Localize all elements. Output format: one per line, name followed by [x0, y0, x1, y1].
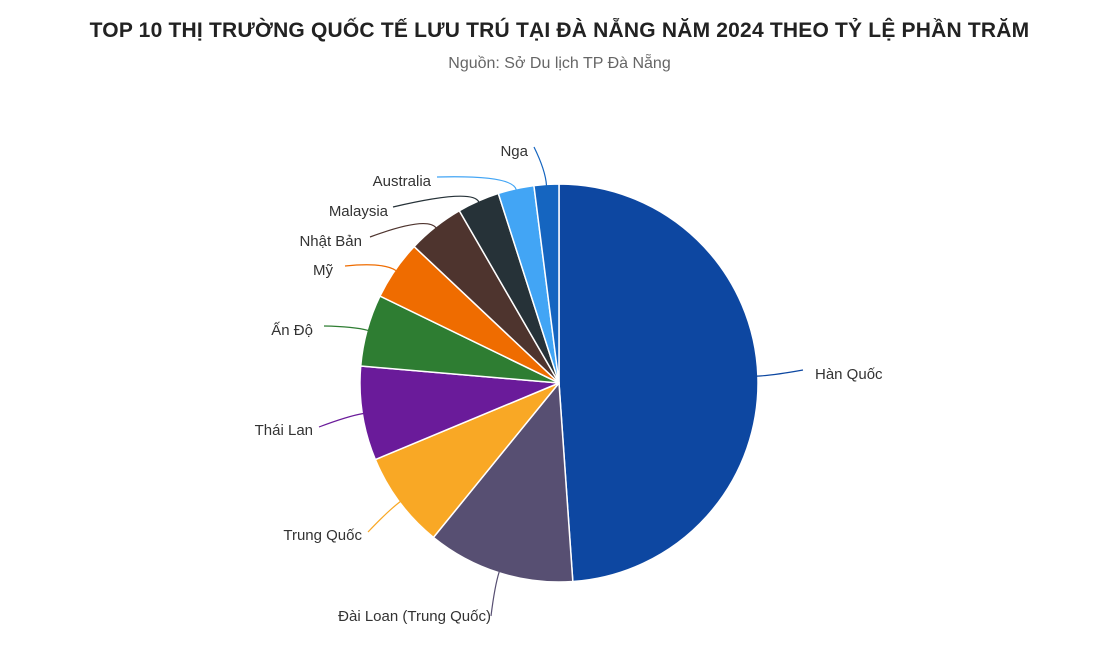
- slice-label-malaysia: Malaysia: [329, 203, 389, 220]
- connector-an-do: [323, 325, 369, 331]
- slice-label-trung-quoc: Trung Quốc: [283, 527, 362, 544]
- chart-title: TOP 10 THỊ TRƯỜNG QUỐC TẾ LƯU TRÚ TẠI ĐÀ…: [89, 19, 1030, 42]
- chart-subtitle: Nguồn: Sở Du lịch TP Đà Nẵng: [448, 55, 671, 72]
- slice-label-nga: Nga: [500, 143, 528, 160]
- pie-slice-han-quoc[interactable]: [558, 183, 759, 583]
- slice-label-thai-lan: Thái Lan: [255, 422, 313, 439]
- pie-slices: [359, 183, 759, 583]
- connector-nhat-ban: [369, 223, 437, 238]
- connector-australia: [436, 176, 517, 190]
- connector-malaysia: [392, 195, 480, 208]
- slice-label-an-do: Ấn Độ: [271, 322, 313, 339]
- label-connectors: [318, 146, 804, 617]
- connector-han-quoc: [756, 369, 804, 377]
- connector-thai-lan: [318, 412, 364, 428]
- slice-label-my: Mỹ: [313, 262, 333, 279]
- slice-labels: Hàn Quốc Đài Loan (Trung Quốc) Trung Quốc T…: [255, 143, 883, 625]
- slice-label-nhat-ban: Nhật Bản: [299, 233, 362, 250]
- connector-my: [344, 264, 397, 272]
- slice-label-australia: Australia: [373, 173, 432, 190]
- connector-trung-quoc: [367, 501, 401, 533]
- connector-nga: [533, 146, 548, 186]
- connector-dai-loan-trung-quoc: [490, 571, 500, 617]
- slice-label-han-quoc: Hàn Quốc: [815, 366, 883, 383]
- slice-label-dai-loan-trung-quoc: Đài Loan (Trung Quốc): [338, 608, 491, 625]
